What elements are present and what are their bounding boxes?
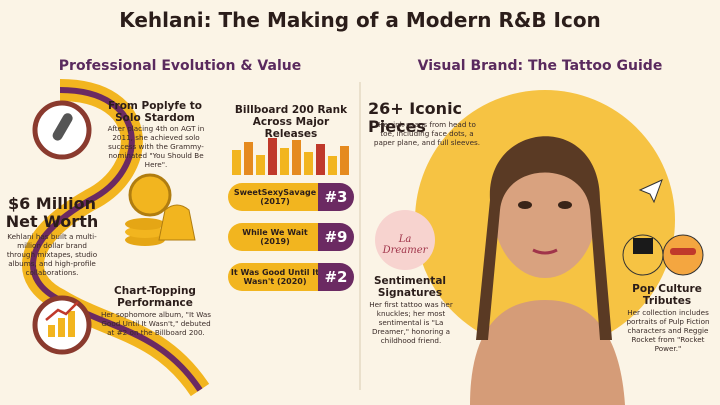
portrait-hair xyxy=(476,136,612,340)
album-rank: #2 xyxy=(318,263,354,291)
item-body: Kehlani has built a multi-million dollar… xyxy=(6,232,98,277)
item-body: Her ink spans from head to toe, includin… xyxy=(373,120,481,147)
item-body: Her first tattoo was her knuckles; her m… xyxy=(369,300,453,345)
item-title: 26+ Iconic Pieces xyxy=(368,99,463,136)
paper-plane xyxy=(638,179,663,204)
item-title: Sentimental Signatures xyxy=(373,275,447,299)
item-body: Her collection includes portraits of Pul… xyxy=(626,308,710,353)
item-body: Her sophomore album, "It Was Good Until … xyxy=(100,310,212,337)
timeline-path-inner xyxy=(30,87,203,392)
money-bag xyxy=(158,204,196,241)
equalizer xyxy=(232,138,349,175)
record-icon xyxy=(128,173,172,217)
badge-text: La Dreamer xyxy=(382,234,428,256)
portrait-body xyxy=(470,300,625,405)
album-rank: #3 xyxy=(318,183,354,211)
section-heading: Professional Evolution & Value xyxy=(58,58,302,74)
item-title: Chart-Topping Performance xyxy=(114,285,196,309)
album-label: SweetSexySavage (2017) xyxy=(228,183,322,211)
item-title: From Poplyfe to Solo Stardom xyxy=(108,100,202,124)
badge-circle xyxy=(375,210,435,270)
album-label: It Was Good Until It Wasn't (2020) xyxy=(228,263,322,291)
item-title: Pop Culture Tributes xyxy=(632,283,702,307)
section-heading: Visual Brand: The Tattoo Guide xyxy=(417,58,663,74)
billboard-heading: Billboard 200 Rank Across Major Releases xyxy=(234,104,348,140)
album-rank: #9 xyxy=(318,223,354,251)
album-label: While We Wait (2019) xyxy=(228,223,322,251)
title: Kehlani: The Making of a Modern R&B Icon xyxy=(119,8,601,32)
item-title: $6 Million Net Worth xyxy=(5,194,99,231)
item-body: After placing 4th on AGT in 2011, she ac… xyxy=(107,124,205,169)
mic xyxy=(52,113,73,141)
